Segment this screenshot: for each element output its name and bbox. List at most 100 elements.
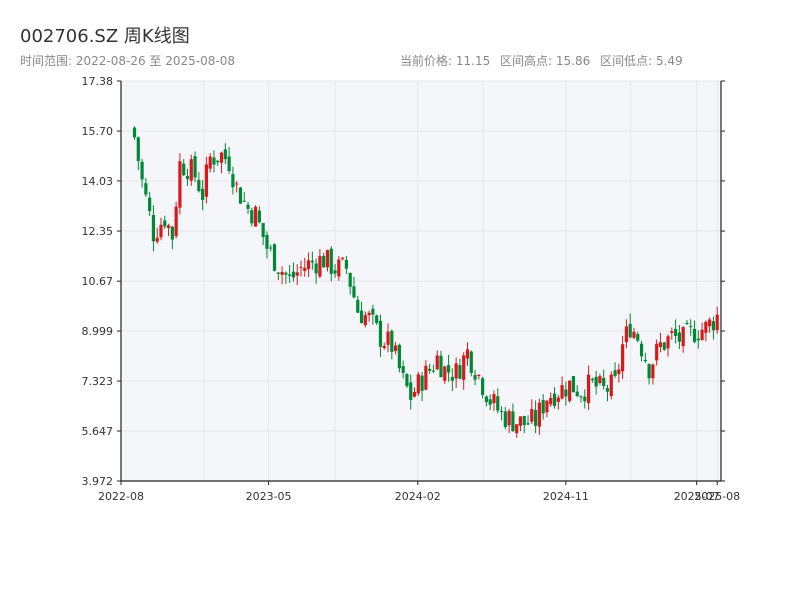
candle-body: [439, 355, 443, 378]
candle-body: [329, 248, 333, 274]
candle-body: [715, 314, 719, 331]
candle-body: [356, 299, 360, 313]
candle-body: [159, 224, 163, 238]
candle-body: [314, 263, 318, 274]
candle-body: [507, 410, 511, 426]
candle-body: [238, 187, 243, 204]
candle-body: [420, 375, 424, 391]
candle-body: [310, 260, 314, 263]
candle-body: [590, 378, 594, 380]
candle-body: [409, 382, 413, 400]
candle-body: [431, 370, 436, 372]
x-tick-label: 2024-02: [395, 490, 441, 503]
candle-body: [673, 328, 678, 336]
chart-subtitle-range: 时间范围: 2022-08-26 至 2025-08-08: [20, 54, 235, 68]
interval-low: 区间低点: 5.49: [600, 54, 683, 68]
candle-body: [564, 389, 568, 397]
candle-body: [303, 267, 307, 271]
candle-body: [193, 156, 197, 178]
candle-body: [344, 260, 349, 269]
candle-body: [689, 326, 693, 328]
y-tick-label: 7.323: [82, 375, 114, 388]
candle-body: [515, 424, 519, 434]
candle-body: [352, 286, 356, 298]
candle-body: [216, 160, 220, 163]
candle-body: [341, 257, 345, 259]
candle-body: [375, 315, 379, 323]
candle-body: [182, 163, 186, 176]
candle-body: [208, 156, 212, 169]
candle-body: [136, 137, 140, 161]
candle-body: [677, 332, 681, 342]
candle-body: [223, 149, 227, 160]
candle-body: [605, 388, 610, 392]
candle-body: [647, 364, 651, 379]
candle-body: [481, 378, 485, 395]
candle-body: [450, 377, 454, 381]
y-tick-label: 14.03: [82, 175, 114, 188]
candle-body: [552, 393, 557, 406]
candle-body: [428, 368, 432, 371]
candle-body: [174, 206, 178, 237]
candle-body: [276, 272, 280, 274]
candle-body: [655, 343, 659, 361]
candle-body: [704, 321, 708, 333]
candle-body: [295, 272, 299, 276]
candle-body: [568, 380, 572, 401]
candle-body: [446, 365, 451, 373]
candle-body: [212, 157, 216, 165]
candle-body: [140, 161, 144, 180]
candle-body: [253, 206, 258, 227]
candle-body: [533, 409, 538, 426]
candle-body: [424, 365, 428, 390]
candle-body: [658, 342, 663, 347]
candle-body: [526, 423, 530, 425]
candle-body: [571, 376, 576, 393]
candle-body: [197, 179, 201, 192]
candle-body: [651, 364, 655, 379]
candle-body: [636, 334, 640, 341]
current-price: 当前价格: 11.15: [400, 54, 491, 68]
candle-body: [306, 260, 311, 269]
candle-body: [250, 210, 254, 224]
candle-body: [692, 328, 697, 342]
candle-body: [518, 416, 523, 426]
y-tick-label: 12.35: [82, 225, 114, 238]
candle-body: [575, 391, 579, 397]
price-stats: 当前价格: 11.15 区间高点: 15.86 区间低点: 5.49: [400, 52, 689, 69]
candle-body: [522, 416, 526, 426]
candle-body: [227, 156, 231, 172]
y-tick-label: 8.999: [82, 325, 114, 338]
candle-body: [397, 344, 401, 369]
candle-body: [473, 375, 477, 380]
candle-body: [666, 336, 670, 349]
candle-body: [272, 244, 277, 271]
candle-body: [155, 237, 159, 242]
candle-body: [511, 411, 515, 432]
candle-body: [435, 355, 439, 370]
candle-body: [348, 272, 352, 287]
candle-body: [545, 400, 549, 413]
candle-body: [318, 256, 322, 277]
candle-body: [401, 366, 405, 373]
candle-body: [700, 329, 704, 340]
candle-body: [371, 308, 375, 315]
candle-body: [594, 376, 598, 387]
x-tick-label: 2024-11: [543, 490, 589, 503]
candle-body: [708, 319, 712, 327]
candle-body: [132, 127, 137, 138]
candle-body: [322, 255, 326, 268]
candle-body: [219, 152, 224, 163]
candle-body: [235, 183, 239, 185]
candle-body: [405, 373, 409, 387]
candle-body: [465, 349, 470, 359]
candle-body: [454, 363, 458, 379]
candle-body: [382, 345, 386, 349]
candle-body: [170, 226, 174, 240]
y-tick-label: 17.38: [82, 75, 114, 88]
candle-body: [265, 234, 269, 249]
candle-body: [617, 369, 621, 375]
candle-body: [628, 323, 632, 338]
candle-body: [201, 188, 205, 200]
candle-body: [537, 402, 541, 427]
